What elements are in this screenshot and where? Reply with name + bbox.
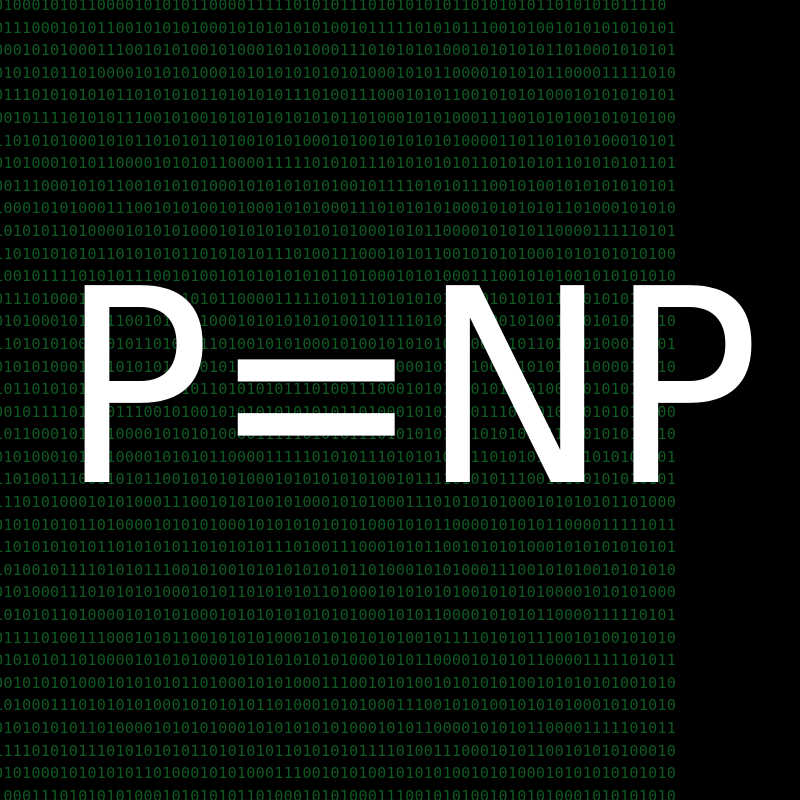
binary-row: 0111101001110001010110010101010001010101… [0, 628, 677, 647]
binary-row: 0101010110100001010101000101010101010100… [0, 651, 677, 670]
binary-row: 1110101000101010001110010101001010001010… [0, 493, 677, 512]
binary-row: 0101000101011100101010100010101010101001… [0, 312, 677, 331]
binary-row: 0010111101010111001010010101010101010110… [0, 108, 677, 127]
binary-row: 0111000101011001010101000101010101010010… [0, 18, 677, 37]
binary-row: 1101010100010101101010110100101010001010… [0, 131, 677, 150]
binary-row: 0101000101011000010101011000011111010101… [0, 447, 677, 466]
binary-row: 1001011110101011100101001010101010101101… [0, 267, 677, 286]
binary-row: 1011000101011000010101010000111110101011… [0, 425, 677, 444]
binary-row: 0101000101011000010101011000011111010101… [0, 154, 677, 173]
binary-row: 0101010110100001010101000101010101010101… [0, 63, 677, 82]
binary-row: 1010101101000010101010001010101010101010… [0, 221, 677, 240]
binary-row: 0111010001010110001010101100001111101011… [0, 289, 677, 308]
binary-row: 0101000101010101101000101010001110010101… [0, 764, 677, 783]
binary-row: 1101010101011010101011010101011101001110… [0, 244, 677, 263]
binary-row: 1011010101010110101010110101010111010011… [0, 380, 677, 399]
binary-row: 1101010100010101101010110100101010001010… [0, 334, 677, 353]
binary-row: 0111010101010110101010110101010111010011… [0, 86, 677, 105]
binary-row: 1000111010101010001010101011010001010100… [0, 786, 677, 800]
binary-row: 1010010111101010111001010010101010101011… [0, 560, 677, 579]
binary-row: 1010101101000010101010001010101010101010… [0, 606, 677, 625]
binary-row: 1111010101110101010101101010101101010101… [0, 741, 677, 760]
binary-row: 0001010100011100101010010100010101000111… [0, 41, 677, 60]
binary-row: 1000101010001110010101001010001010100011… [0, 199, 677, 218]
binary-row: 1010001110101010100010101010110100010101… [0, 696, 677, 715]
binary-row: 0100010101100001010101100001111101010111… [0, 0, 667, 14]
binary-row: 0101010101101000010101010001010101010100… [0, 719, 677, 737]
binary-row: 0101010101101000010101010001010101010101… [0, 515, 677, 534]
binary-row: 0101010001111010101110010100101010101010… [0, 357, 677, 376]
binary-row: 1101010101011010101011010101011101001110… [0, 538, 677, 557]
binary-row: 1101001110001010110010101010001010101010… [0, 470, 677, 489]
binary-row: 0010111101010111001010010101010101010110… [0, 402, 677, 421]
binary-row: 0011100010101100101010100010101010101001… [0, 176, 677, 195]
binary-row: 0101000111010101010001010110101010110100… [0, 583, 677, 602]
headline-text: P=NP [60, 231, 760, 546]
binary-row: 0010101010001010101011010001010100011100… [0, 673, 677, 692]
